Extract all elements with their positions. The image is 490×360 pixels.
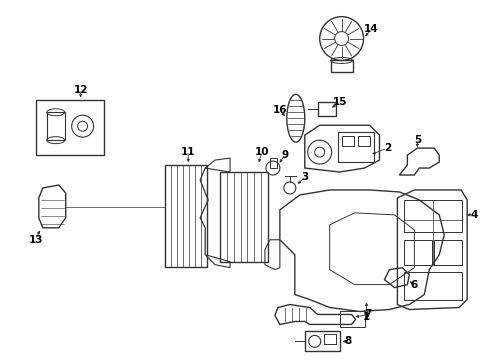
Bar	[342, 136, 354, 146]
Text: 16: 16	[272, 105, 287, 115]
Bar	[358, 136, 369, 146]
Bar	[36, 100, 103, 155]
Text: 8: 8	[344, 336, 351, 346]
Bar	[324, 334, 336, 345]
Text: 2: 2	[384, 143, 391, 153]
Bar	[220, 172, 268, 262]
Text: 3: 3	[301, 172, 308, 182]
Bar	[305, 332, 340, 351]
Bar	[338, 132, 373, 162]
Bar	[270, 158, 277, 168]
Text: 6: 6	[411, 280, 418, 289]
Text: 4: 4	[470, 210, 478, 220]
Text: 9: 9	[281, 150, 289, 160]
Text: 15: 15	[332, 97, 347, 107]
Bar	[404, 272, 462, 300]
Text: 13: 13	[28, 235, 43, 245]
Text: 14: 14	[364, 24, 379, 33]
Bar	[47, 112, 65, 140]
Text: 12: 12	[74, 85, 88, 95]
Bar	[404, 200, 462, 232]
Bar	[404, 240, 432, 265]
Text: 7: 7	[364, 310, 371, 319]
Bar	[165, 165, 207, 267]
Bar	[331, 60, 353, 72]
Text: 11: 11	[181, 147, 196, 157]
Text: 1: 1	[363, 312, 370, 323]
Text: 5: 5	[414, 135, 421, 145]
Bar	[318, 102, 336, 116]
Text: 10: 10	[255, 147, 269, 157]
Bar	[434, 240, 462, 265]
